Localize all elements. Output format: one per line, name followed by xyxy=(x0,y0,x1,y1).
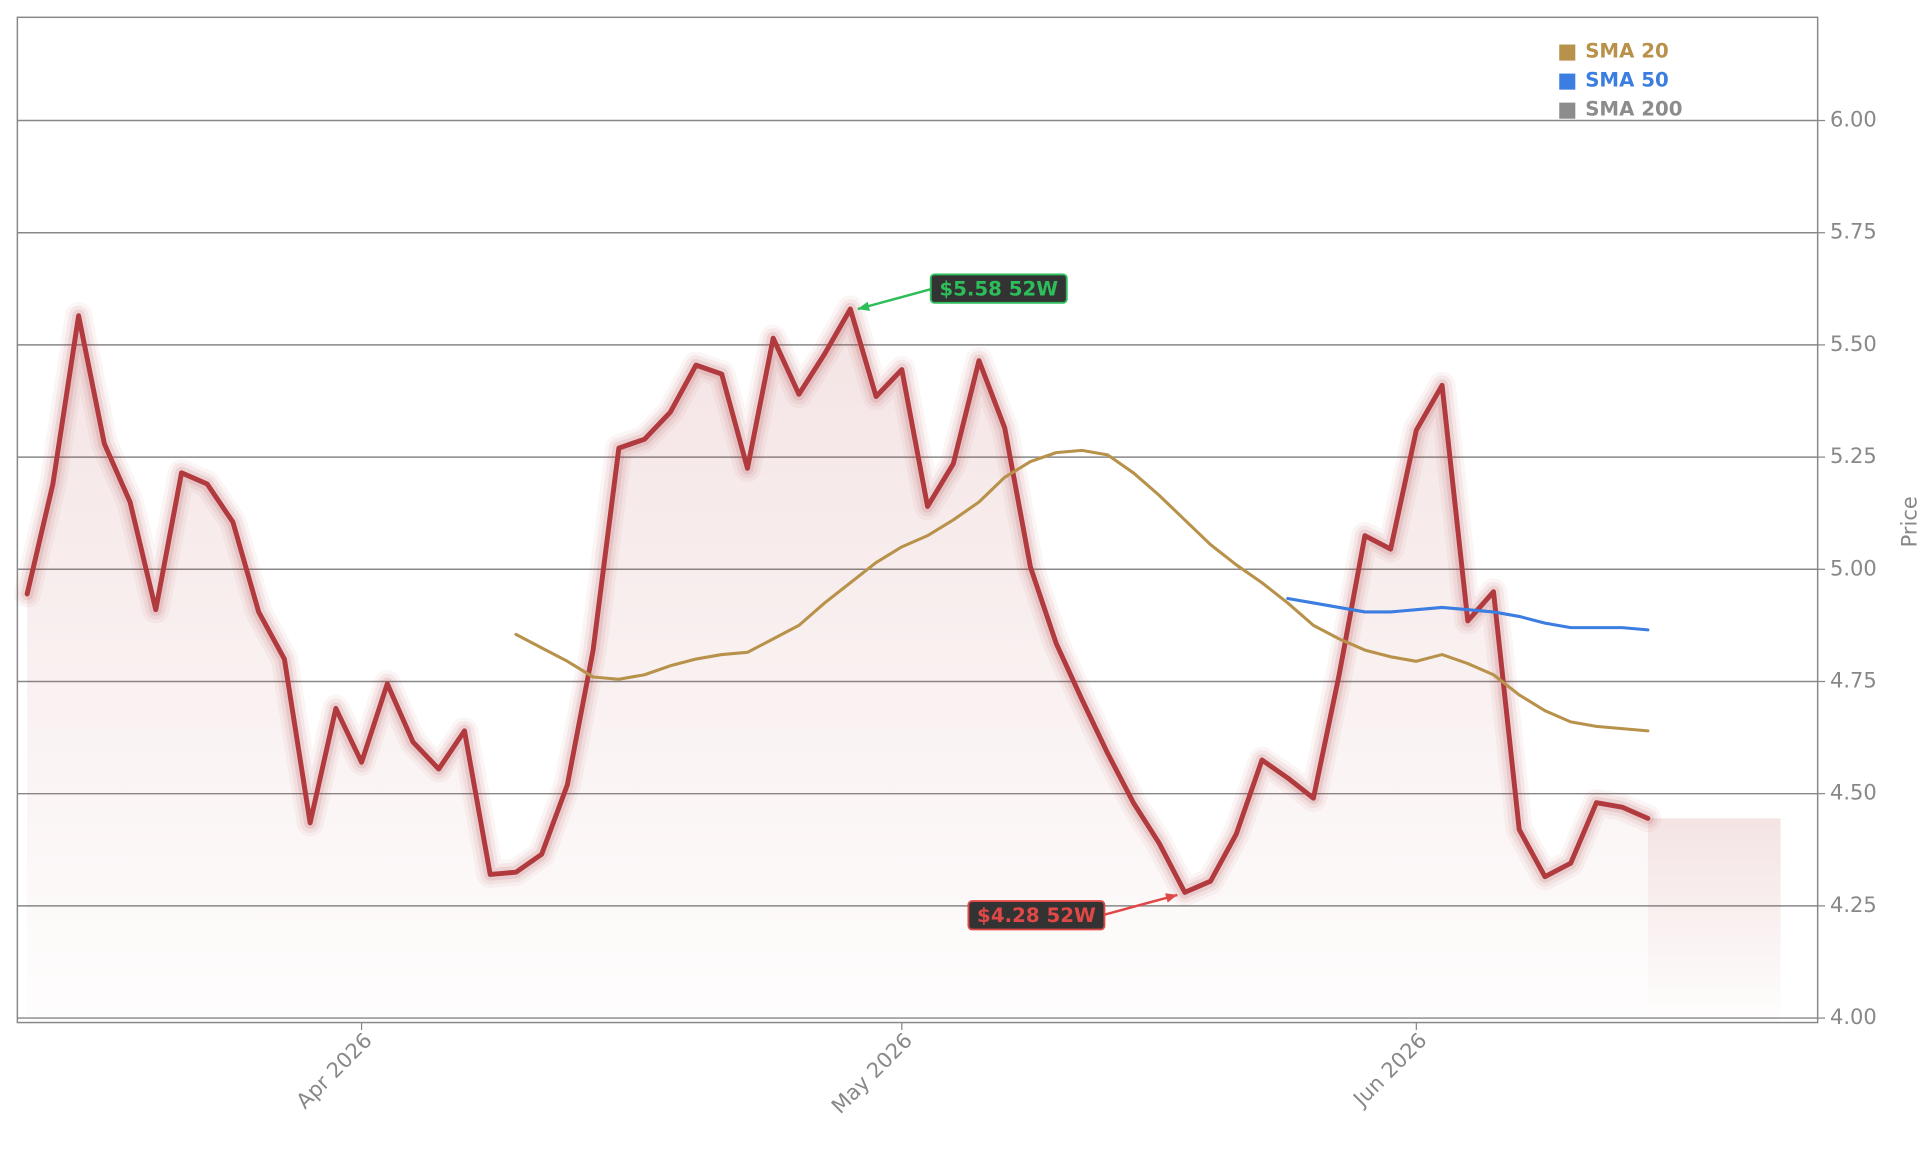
y-tick-label: 4.25 xyxy=(1830,892,1877,917)
y-tick-label: 4.50 xyxy=(1830,780,1877,805)
annotation-arrow xyxy=(857,288,932,311)
annotation-arrowhead xyxy=(857,301,870,311)
annotation-arrowhead xyxy=(1165,893,1178,903)
y-tick-label: 4.00 xyxy=(1830,1004,1877,1029)
x-tick-label: May 2026 xyxy=(826,1027,917,1118)
legend-label: SMA 50 xyxy=(1585,68,1669,91)
x-tick-label: Jun 2026 xyxy=(1347,1027,1432,1112)
annotation-text: $5.58 52W xyxy=(939,277,1058,300)
sma-line xyxy=(1286,596,1650,632)
price-line xyxy=(24,306,1651,895)
last-price-band xyxy=(1647,818,1781,1023)
annotation-arrow xyxy=(1104,893,1178,916)
y-tick-label: 5.25 xyxy=(1830,443,1877,468)
legend-swatch xyxy=(1559,102,1576,119)
y-axis-label: Price xyxy=(1896,496,1921,547)
y-tick-label: 4.75 xyxy=(1830,667,1877,692)
annotation-text: $4.28 52W xyxy=(977,904,1096,927)
sma-line xyxy=(514,448,1650,733)
y-tick-label: 5.50 xyxy=(1830,331,1877,356)
legend-label: SMA 200 xyxy=(1585,98,1682,121)
y-tick-label: 5.75 xyxy=(1830,219,1877,244)
y-tick-label: 5.00 xyxy=(1830,555,1877,580)
annotation-box xyxy=(967,900,1106,931)
legend-swatch xyxy=(1559,73,1576,90)
y-tick-label: 6.00 xyxy=(1830,107,1877,132)
legend-label: SMA 20 xyxy=(1585,39,1669,62)
legend-swatch xyxy=(1559,44,1576,61)
x-tick-label: Apr 2026 xyxy=(291,1027,377,1113)
price-area xyxy=(27,309,1648,1023)
annotation-box xyxy=(929,273,1068,304)
